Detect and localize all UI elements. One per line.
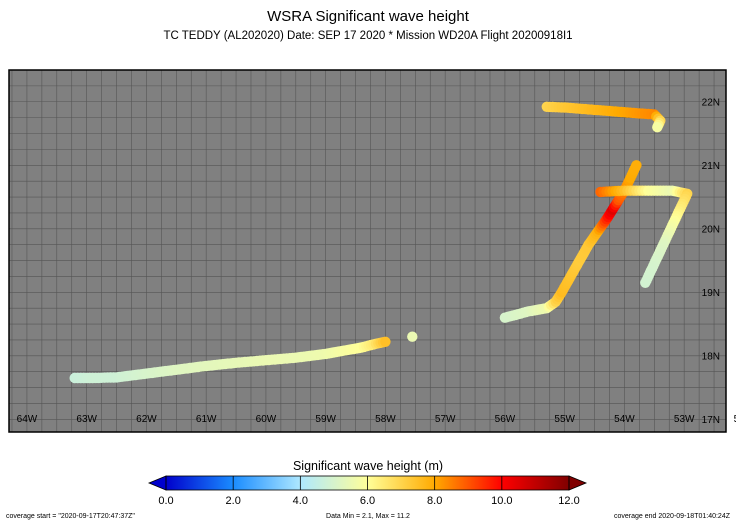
lon-tick-label: 53W	[674, 414, 695, 425]
lon-tick-label: 62W	[136, 414, 157, 425]
colorbar-tick-label: 10.0	[491, 495, 512, 507]
coverage-start: coverage start = "2020-09-17T20:47:37Z"	[6, 513, 135, 520]
colorbar-tick-label: 8.0	[427, 495, 442, 507]
lon-tick-label: 60W	[256, 414, 277, 425]
track-point	[380, 336, 391, 347]
track-point	[652, 122, 663, 133]
figure-title: WSRA Significant wave height	[267, 8, 469, 25]
coverage-end: coverage end 2020-09-18T01:40:24Z	[614, 513, 730, 520]
colorbar-ticks: 0.0 2.0 4.0 6.0 8.0 10.0 12.0	[158, 476, 580, 507]
lon-tick-label: 52W	[734, 414, 736, 425]
lat-tick-label: 21N	[702, 161, 720, 172]
track-point	[631, 160, 642, 171]
lon-tick-label: 61W	[196, 414, 217, 425]
lon-tick-label: 59W	[315, 414, 336, 425]
lat-tick-label: 17N	[702, 415, 720, 426]
latitude-labels: 17N 18N 19N 20N 21N 22N	[702, 97, 720, 426]
lon-tick-label: 58W	[375, 414, 396, 425]
lat-tick-label: 20N	[702, 224, 720, 235]
data-min-max: Data Min = 2.1, Max = 11.2	[326, 513, 410, 520]
colorbar-tick-label: 0.0	[158, 495, 173, 507]
lon-tick-label: 63W	[76, 414, 97, 425]
colorbar-under-arrow	[147, 475, 167, 491]
lat-tick-label: 22N	[702, 97, 720, 108]
figure-subtitle: TC TEDDY (AL202020) Date: SEP 17 2020 * …	[163, 30, 573, 42]
flight-track	[69, 101, 693, 384]
map-frame	[8, 69, 727, 433]
lon-tick-label: 55W	[554, 414, 575, 425]
map-grid	[9, 69, 726, 432]
longitude-labels: 64W 63W 62W 61W 60W 59W 58W 57W 56W 55W 54W 53W 52W	[17, 414, 736, 425]
track-point	[407, 331, 418, 342]
colorbar-tick-label: 2.0	[226, 495, 241, 507]
lon-tick-label: 64W	[17, 414, 38, 425]
colorbar-tick-label: 4.0	[293, 495, 308, 507]
lat-tick-label: 19N	[702, 288, 720, 299]
colorbar-over-arrow	[568, 475, 588, 491]
lon-tick-label: 56W	[495, 414, 516, 425]
lon-tick-label: 54W	[614, 414, 635, 425]
colorbar-tick-label: 6.0	[360, 495, 375, 507]
lon-tick-label: 57W	[435, 414, 456, 425]
colorbar-tick-label: 12.0	[558, 495, 579, 507]
lat-tick-label: 18N	[702, 351, 720, 362]
colorbar-title: Significant wave height (m)	[292, 459, 444, 473]
track-point	[640, 277, 651, 288]
